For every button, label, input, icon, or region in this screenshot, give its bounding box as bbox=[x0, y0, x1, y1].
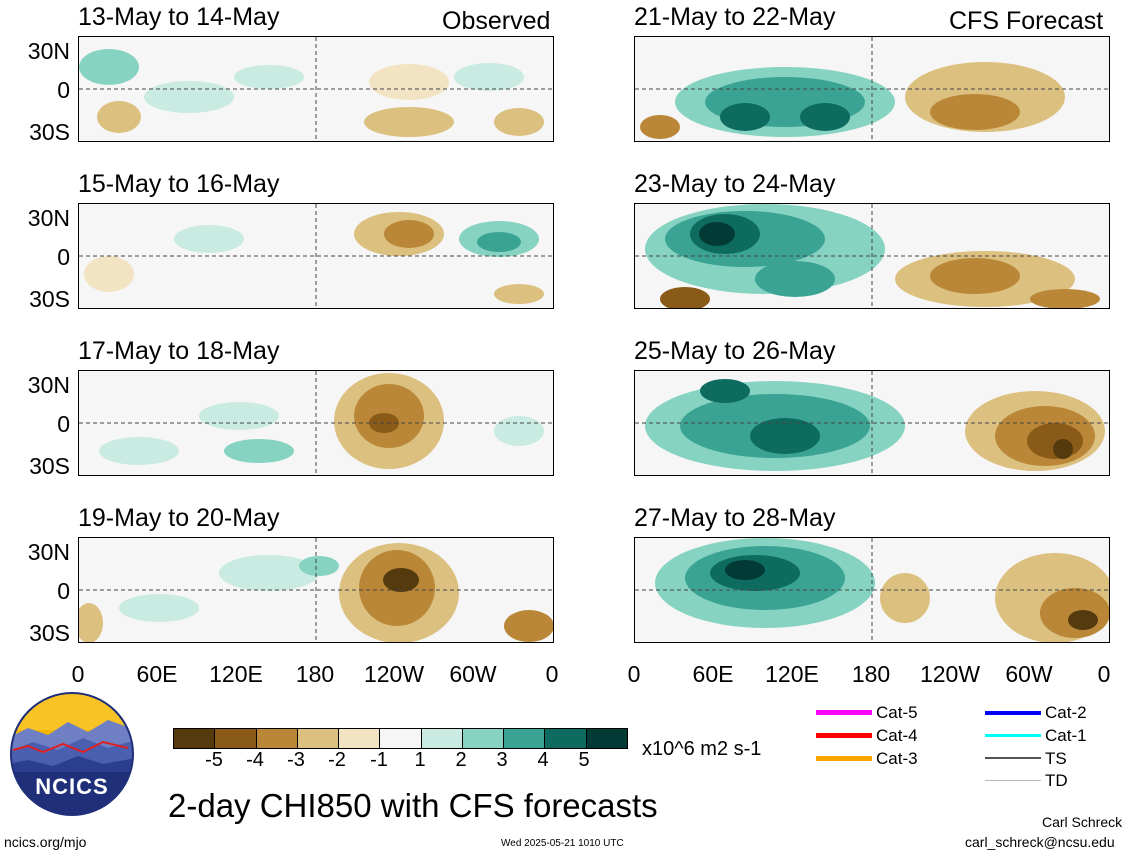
legend-line-td bbox=[985, 780, 1041, 781]
lon-label: 180 bbox=[851, 661, 891, 687]
colorbar-tick: 5 bbox=[578, 749, 590, 771]
lat-label-30n: 30N bbox=[27, 539, 70, 565]
colorbar-tick: 4 bbox=[537, 749, 549, 771]
logo-text: NCICS bbox=[35, 774, 109, 799]
colorbar-swatch bbox=[296, 729, 339, 748]
footer-email[interactable]: carl_schreck@ncsu.edu bbox=[965, 834, 1115, 850]
legend-label-cat2: Cat-2 bbox=[1045, 703, 1087, 722]
lon-label: 0 bbox=[71, 661, 85, 687]
map-panel-observed-4 bbox=[78, 537, 554, 643]
colorbar-swatch bbox=[214, 729, 256, 748]
lon-label: 120W bbox=[919, 661, 981, 687]
legend-label-td: TD bbox=[1045, 771, 1068, 790]
colorbar-swatch bbox=[461, 729, 504, 748]
lon-label: 60W bbox=[1005, 661, 1053, 687]
colorbar-swatch bbox=[420, 729, 462, 748]
legend-line-cat5 bbox=[816, 710, 872, 715]
map-panel-forecast-2 bbox=[634, 203, 1110, 309]
footer-url[interactable]: ncics.org/mjo bbox=[4, 834, 87, 850]
legend-line-cat1 bbox=[985, 734, 1041, 737]
colorbar-tick: -1 bbox=[370, 749, 388, 771]
map-panel-observed-2 bbox=[78, 203, 554, 309]
map-panel-observed-1 bbox=[78, 36, 554, 142]
lat-label-30s: 30S bbox=[29, 286, 70, 312]
colorbar-tick: -5 bbox=[205, 749, 223, 771]
lon-label: 60E bbox=[136, 661, 178, 687]
lon-label: 0 bbox=[627, 661, 641, 687]
map-panel-observed-3 bbox=[78, 370, 554, 476]
lat-label-30n: 30N bbox=[27, 372, 70, 398]
lon-label: 120W bbox=[363, 661, 425, 687]
legend-label-ts: TS bbox=[1045, 749, 1067, 768]
lat-label-eq: 0 bbox=[57, 411, 70, 437]
lon-label: 60E bbox=[692, 661, 734, 687]
colorbar-swatch bbox=[174, 729, 215, 748]
lat-label-30n: 30N bbox=[27, 205, 70, 231]
lat-label-eq: 0 bbox=[57, 244, 70, 270]
colorbar-swatch bbox=[379, 729, 421, 748]
colorbar-swatch bbox=[544, 729, 586, 748]
panel-title: 15-May to 16-May bbox=[78, 170, 280, 198]
colorbar-swatch bbox=[503, 729, 545, 748]
lat-label-30s: 30S bbox=[29, 453, 70, 479]
colorbar-swatch bbox=[338, 729, 380, 748]
observed-label: Observed bbox=[442, 7, 551, 35]
legend-line-cat2 bbox=[985, 711, 1041, 715]
colorbar bbox=[173, 728, 628, 749]
colorbar-tick: -2 bbox=[328, 749, 346, 771]
colorbar-tick: 3 bbox=[496, 749, 508, 771]
panel-title: 23-May to 24-May bbox=[634, 170, 836, 198]
main-title: 2-day CHI850 with CFS forecasts bbox=[168, 787, 658, 824]
ncics-logo bbox=[8, 690, 136, 818]
map-panel-forecast-4 bbox=[634, 537, 1110, 643]
panel-title: 13-May to 14-May bbox=[78, 3, 280, 31]
colorbar-swatch bbox=[585, 729, 627, 748]
lon-label: 0 bbox=[1097, 661, 1111, 687]
colorbar-tick: 1 bbox=[414, 749, 426, 771]
panel-title: 17-May to 18-May bbox=[78, 337, 280, 365]
forecast-label: CFS Forecast bbox=[949, 7, 1104, 35]
legend-label-cat1: Cat-1 bbox=[1045, 726, 1087, 745]
panel-title: 27-May to 28-May bbox=[634, 504, 836, 532]
colorbar-tick: -3 bbox=[287, 749, 305, 771]
colorbar-units: x10^6 m2 s-1 bbox=[642, 738, 762, 760]
legend-label-cat4: Cat-4 bbox=[876, 726, 918, 745]
lat-label-30n: 30N bbox=[27, 38, 70, 64]
lat-label-eq: 0 bbox=[57, 578, 70, 604]
colorbar-tick: -4 bbox=[246, 749, 264, 771]
legend-line-cat4 bbox=[816, 733, 872, 738]
colorbar-swatch bbox=[255, 729, 297, 748]
lon-label: 60W bbox=[449, 661, 497, 687]
lon-label: 180 bbox=[295, 661, 335, 687]
colorbar-tick: 2 bbox=[455, 749, 467, 771]
legend-line-ts bbox=[985, 757, 1041, 759]
map-panel-forecast-3 bbox=[634, 370, 1110, 476]
lat-label-30s: 30S bbox=[29, 620, 70, 646]
panel-title: 25-May to 26-May bbox=[634, 337, 836, 365]
map-panel-forecast-1 bbox=[634, 36, 1110, 142]
legend-label-cat5: Cat-5 bbox=[876, 703, 918, 722]
legend-label-cat3: Cat-3 bbox=[876, 749, 918, 768]
lat-label-30s: 30S bbox=[29, 119, 70, 145]
lon-label: 120E bbox=[209, 661, 263, 687]
lon-label: 120E bbox=[765, 661, 819, 687]
legend-line-cat3 bbox=[816, 756, 872, 761]
panel-title: 19-May to 20-May bbox=[78, 504, 280, 532]
panel-title: 21-May to 22-May bbox=[634, 3, 836, 31]
lat-label-eq: 0 bbox=[57, 77, 70, 103]
lon-label: 0 bbox=[545, 661, 559, 687]
footer-timestamp: Wed 2025-05-21 1010 UTC bbox=[501, 838, 624, 849]
footer-author: Carl Schreck bbox=[1042, 814, 1123, 830]
